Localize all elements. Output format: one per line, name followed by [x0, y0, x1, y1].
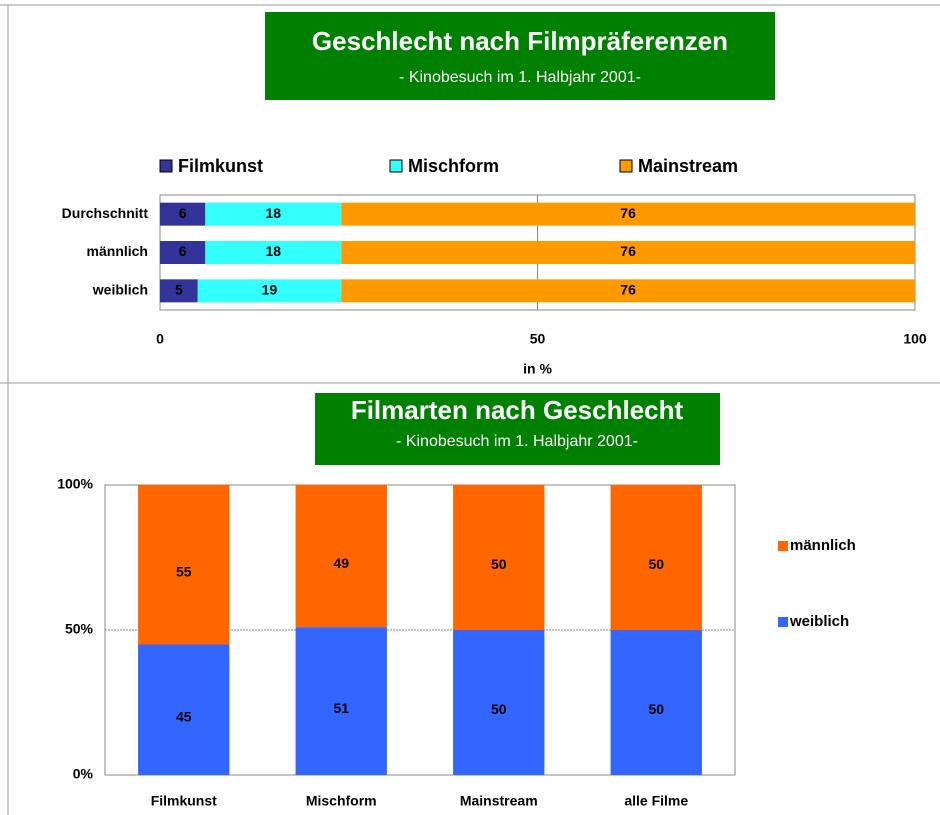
- bar-segment: [205, 241, 342, 264]
- x-tick-label: 100: [903, 331, 927, 347]
- bar-segment: [453, 485, 545, 630]
- y-tick-label: Durchschnitt: [62, 205, 149, 221]
- bar-segment: [610, 485, 702, 630]
- bar-segment: [160, 202, 206, 226]
- data-label: 50: [648, 701, 664, 717]
- data-label: 45: [176, 708, 192, 724]
- x-tick-label: Mischform: [306, 793, 377, 809]
- data-label: 18: [265, 243, 281, 259]
- data-label: 18: [265, 205, 281, 221]
- legend-label: Mischform: [408, 156, 499, 176]
- data-label: 19: [262, 282, 278, 298]
- bar-segment: [453, 630, 545, 775]
- title-box: [315, 393, 720, 465]
- data-label: 51: [333, 700, 349, 716]
- bar-segment: [610, 630, 702, 775]
- bar-segment: [160, 279, 198, 303]
- x-tick-label: Mainstream: [460, 793, 538, 809]
- bar-segment: [197, 279, 342, 303]
- data-label: 5: [175, 282, 183, 298]
- data-label: 76: [620, 243, 636, 259]
- bar-segment: [341, 279, 915, 303]
- legend-label: weiblich: [789, 613, 849, 630]
- legend-swatch: [159, 159, 173, 173]
- y-tick-label: 0%: [73, 766, 94, 782]
- bar-segment: [341, 241, 915, 264]
- data-label: 50: [491, 701, 507, 717]
- y-tick-label: 100%: [57, 476, 93, 492]
- legend-swatch: [389, 159, 403, 173]
- y-tick-label: weiblich: [92, 282, 148, 298]
- legend-swatch: [778, 541, 788, 551]
- chart-subtitle: - Kinobesuch im 1. Halbjahr 2001-: [396, 433, 638, 450]
- title-box: [265, 12, 775, 100]
- x-tick-label: 50: [530, 331, 546, 347]
- data-label: 50: [491, 556, 507, 572]
- bar-segment: [295, 627, 387, 775]
- x-tick-label: alle Filme: [624, 793, 688, 809]
- x-axis-label: in %: [523, 361, 552, 377]
- data-label: 76: [620, 205, 636, 221]
- y-tick-label: 50%: [65, 621, 94, 637]
- bar-segment: [295, 485, 387, 628]
- chart-title: Filmarten nach Geschlecht: [351, 395, 684, 425]
- chart-subtitle: - Kinobesuch im 1. Halbjahr 2001-: [399, 69, 641, 86]
- x-tick-label: Filmkunst: [151, 793, 217, 809]
- data-label: 6: [179, 243, 187, 259]
- bar-segment: [138, 644, 230, 775]
- legend-label: männlich: [790, 537, 856, 554]
- chart-title: Geschlecht nach Filmpräferenzen: [312, 26, 728, 56]
- bar-segment: [205, 202, 342, 226]
- data-label: 50: [648, 556, 664, 572]
- bar-segment: [341, 202, 915, 226]
- legend-swatch: [619, 159, 633, 173]
- data-label: 49: [333, 555, 349, 571]
- bar-segment: [138, 485, 230, 645]
- data-label: 55: [176, 563, 192, 579]
- data-label: 6: [179, 205, 187, 221]
- y-tick-label: männlich: [87, 243, 148, 259]
- legend-label: Mainstream: [638, 156, 738, 176]
- bar-segment: [160, 241, 206, 264]
- x-tick-label: 0: [156, 331, 164, 347]
- data-label: 76: [620, 282, 636, 298]
- legend-swatch: [778, 617, 788, 627]
- legend-label: Filmkunst: [178, 156, 263, 176]
